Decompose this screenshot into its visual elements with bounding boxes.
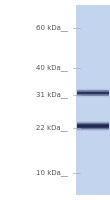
- Text: 40 kDa__: 40 kDa__: [36, 65, 68, 71]
- Bar: [77, 96, 109, 97]
- Bar: [76, 5, 110, 195]
- Bar: [77, 125, 109, 126]
- Bar: [77, 95, 109, 96]
- Bar: [77, 94, 109, 95]
- Bar: [77, 128, 109, 129]
- Bar: [77, 128, 109, 129]
- Bar: [77, 90, 109, 91]
- Bar: [77, 88, 109, 89]
- Bar: [77, 91, 109, 92]
- Bar: [77, 89, 109, 90]
- Bar: [77, 124, 109, 125]
- Bar: [77, 124, 109, 125]
- Bar: [77, 126, 109, 127]
- Bar: [77, 123, 109, 124]
- Bar: [77, 95, 109, 96]
- Bar: [77, 130, 109, 131]
- Bar: [77, 126, 109, 127]
- Text: 60 kDa__: 60 kDa__: [36, 25, 68, 31]
- Text: 22 kDa__: 22 kDa__: [36, 125, 68, 131]
- Bar: [77, 130, 109, 131]
- Bar: [77, 129, 109, 130]
- Bar: [77, 121, 109, 122]
- Bar: [77, 127, 109, 128]
- Bar: [77, 93, 109, 94]
- Bar: [77, 122, 109, 123]
- Bar: [77, 92, 109, 93]
- Bar: [77, 127, 109, 128]
- Bar: [77, 122, 109, 123]
- Bar: [77, 90, 109, 91]
- Bar: [77, 129, 109, 130]
- Bar: [77, 93, 109, 94]
- Bar: [77, 97, 109, 98]
- Text: 31 kDa__: 31 kDa__: [36, 92, 68, 98]
- Bar: [77, 123, 109, 124]
- Bar: [77, 121, 109, 122]
- Bar: [77, 92, 109, 93]
- Text: 10 kDa__: 10 kDa__: [36, 170, 68, 176]
- Bar: [77, 125, 109, 126]
